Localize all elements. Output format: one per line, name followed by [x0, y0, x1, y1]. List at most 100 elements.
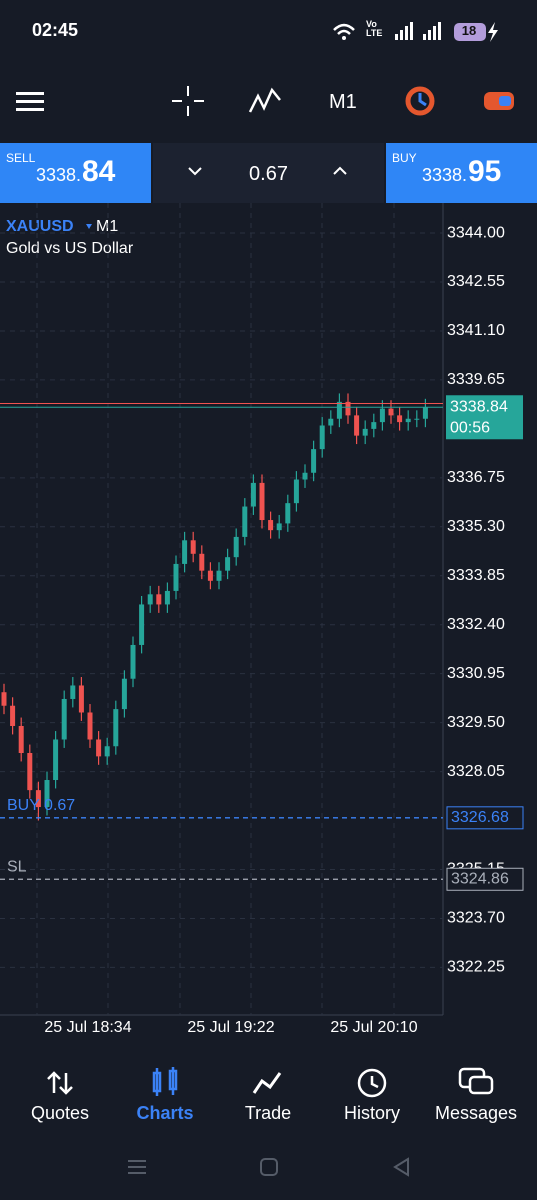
candle-body [70, 685, 76, 699]
candle-body [87, 712, 93, 740]
timeframe-button[interactable]: M1 [329, 91, 357, 113]
volume-panel: 0.67 [153, 143, 384, 203]
stop-loss-price-box [446, 867, 524, 891]
y-tick-label: 3323.70 [447, 910, 505, 927]
buy-price-big: 95 [468, 155, 502, 188]
nav-quotes[interactable]: Quotes [30, 1103, 90, 1123]
status-time: 02:45 [32, 20, 79, 40]
candle-body [328, 418, 334, 426]
sell-price-big: 84 [82, 155, 116, 188]
nav-icons [47, 1067, 494, 1098]
buy-price: 3338. [422, 165, 468, 185]
symbol[interactable]: XAUUSD [6, 218, 74, 235]
y-tick-label: 3322.25 [447, 959, 505, 976]
candle-body [147, 594, 153, 605]
x-tick-label: 25 Jul 20:10 [330, 1019, 417, 1036]
decrease-volume[interactable] [187, 165, 203, 177]
nav-charts[interactable]: Charts [136, 1103, 194, 1123]
candle-body [182, 540, 188, 564]
candle-body [199, 553, 205, 571]
candle-body [397, 415, 403, 423]
position-price: 3326.68 [451, 809, 509, 826]
objects-button[interactable] [405, 86, 435, 116]
candle-body [268, 520, 274, 531]
candle-body [405, 418, 411, 423]
bid-label-box [446, 395, 523, 440]
y-tick-label: 3333.85 [447, 567, 505, 584]
candle-body [27, 752, 33, 791]
candle-body [345, 401, 351, 416]
bid-timer: 00:56 [450, 419, 490, 436]
increase-volume[interactable] [332, 165, 348, 177]
y-tick-label: 3342.55 [447, 273, 505, 290]
y-tick-label: 3344.00 [447, 224, 505, 241]
candle-body [379, 408, 385, 423]
candle-body [371, 422, 377, 429]
y-tick-label: 3339.65 [447, 371, 505, 388]
y-tick-label: 3341.10 [447, 322, 505, 339]
sell-label: SELL [6, 151, 36, 165]
candle-body [173, 563, 179, 591]
system-nav [128, 1157, 409, 1177]
crosshair-button[interactable] [172, 86, 204, 116]
symbol-description: Gold vs US Dollar [6, 240, 134, 257]
candle-body [293, 479, 299, 504]
candle-body [388, 408, 394, 416]
y-tick-label: 3329.50 [447, 714, 505, 731]
y-tick-label: 3332.40 [447, 616, 505, 633]
position-price-box [446, 806, 524, 830]
candle-body [139, 604, 145, 645]
volume[interactable]: 0.67 [249, 163, 288, 185]
candle-body [78, 685, 84, 713]
sell-button[interactable]: SELL 3338. 84 [0, 143, 151, 203]
stop-loss-label: SL [7, 858, 27, 875]
candle-body [242, 506, 248, 537]
symbol-dropdown[interactable] [86, 224, 92, 229]
candle-body [104, 746, 110, 757]
x-tick-label: 25 Jul 18:34 [44, 1019, 131, 1036]
sell-price: 3338. [36, 165, 82, 185]
stop-loss-price: 3324.86 [451, 870, 509, 887]
menu-button[interactable] [16, 92, 44, 111]
candle-body [96, 739, 102, 757]
candle-body [18, 725, 24, 753]
candle-body [207, 570, 213, 581]
nav-history[interactable]: History [343, 1103, 400, 1123]
candle-body [259, 482, 265, 521]
candle-body [113, 709, 119, 747]
candle-body [61, 698, 67, 740]
candle-body [121, 678, 127, 710]
candle-body [44, 780, 50, 808]
candle-body [354, 415, 360, 436]
candle-body [35, 790, 41, 808]
y-tick-label: 3336.75 [447, 469, 505, 486]
battery-level: 18 [461, 23, 477, 38]
candle-body [216, 570, 222, 581]
candle-body [1, 692, 7, 706]
candle-body [225, 557, 231, 571]
candle-body [130, 644, 136, 679]
x-tick-label: 25 Jul 19:22 [187, 1019, 274, 1036]
candle-body [250, 482, 256, 507]
candle-body [285, 503, 291, 524]
candle-body [414, 418, 420, 420]
candle-body [156, 594, 162, 605]
bottom-nav: Quotes Charts Trade History Messages [0, 1055, 537, 1140]
nav-messages[interactable]: Messages [434, 1103, 518, 1123]
indicators-button[interactable] [248, 87, 281, 113]
buy-button[interactable]: BUY 3338. 95 [386, 143, 537, 203]
chart-timeframe: M1 [96, 218, 118, 235]
candle-body [233, 536, 239, 558]
candle-body [302, 472, 308, 480]
candle-body [362, 428, 368, 436]
candle-body [10, 705, 16, 726]
candle-body [336, 401, 342, 419]
status-network: Vo LTE [366, 19, 383, 38]
bid-price: 3338.84 [450, 398, 508, 415]
trade-button[interactable] [484, 92, 514, 110]
nav-trade[interactable]: Trade [244, 1103, 292, 1123]
candle-body [311, 449, 317, 473]
candle-body [422, 407, 428, 419]
chart: XAUUSD M1 Gold vs US Dollar 25 Jul 18:34… [0, 203, 524, 1036]
